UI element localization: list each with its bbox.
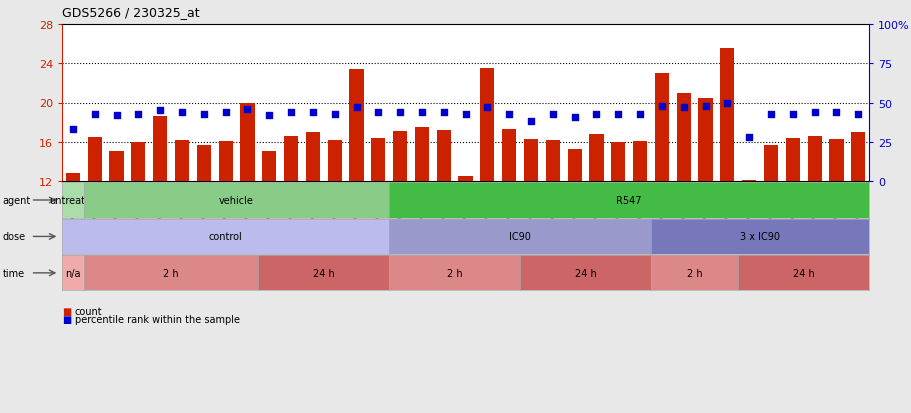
Point [523, 119, 537, 126]
Bar [436, 131, 450, 182]
Bar [109, 151, 124, 182]
Point [261, 112, 276, 119]
Text: 3 x IC90: 3 x IC90 [739, 232, 779, 242]
Text: percentile rank within the sample: percentile rank within the sample [75, 315, 240, 325]
Text: untreated: untreated [49, 195, 97, 206]
Point [415, 109, 429, 116]
Point [349, 104, 363, 111]
Bar [502, 130, 516, 182]
Text: 24 h: 24 h [312, 268, 334, 278]
Text: dose: dose [3, 232, 26, 242]
Bar [305, 133, 320, 182]
Point [741, 135, 755, 141]
Bar [828, 140, 843, 182]
Bar [720, 49, 733, 182]
Bar [197, 145, 210, 182]
Bar [654, 74, 669, 182]
Bar [219, 142, 232, 182]
Point [479, 104, 494, 111]
Bar [131, 142, 145, 182]
Bar [327, 140, 342, 182]
Point [196, 111, 210, 118]
Bar [545, 140, 559, 182]
Text: ■: ■ [62, 315, 71, 325]
Bar [785, 139, 799, 182]
Text: vehicle: vehicle [219, 195, 253, 206]
Bar [241, 103, 254, 182]
Point [589, 111, 603, 118]
Bar [742, 181, 755, 182]
Point [545, 111, 559, 118]
Point [109, 112, 124, 119]
Text: 2 h: 2 h [163, 268, 179, 278]
Point [436, 109, 451, 116]
Text: 2 h: 2 h [686, 268, 701, 278]
Bar [371, 139, 385, 182]
Bar [393, 132, 407, 182]
Bar [850, 133, 865, 182]
Bar [283, 137, 298, 182]
Point [240, 106, 254, 113]
Point [327, 111, 342, 118]
Bar [763, 145, 777, 182]
Text: 2 h: 2 h [446, 268, 462, 278]
Point [283, 109, 298, 116]
Point [806, 109, 821, 116]
Bar [349, 70, 363, 182]
Point [305, 109, 320, 116]
Bar [523, 140, 537, 182]
Point [676, 104, 691, 111]
Point [698, 103, 712, 110]
Bar [806, 137, 821, 182]
Point [763, 111, 777, 118]
Bar [87, 138, 102, 182]
Point [458, 111, 473, 118]
Bar [589, 135, 603, 182]
Text: R547: R547 [616, 195, 641, 206]
Point [632, 111, 647, 118]
Point [720, 100, 734, 107]
Text: control: control [209, 232, 242, 242]
Text: count: count [75, 306, 102, 316]
Bar [261, 151, 276, 182]
Point [218, 109, 232, 116]
Bar [153, 117, 167, 182]
Text: agent: agent [3, 195, 31, 206]
Bar [676, 93, 690, 182]
Point [501, 111, 516, 118]
Bar [458, 177, 472, 182]
Text: time: time [3, 268, 25, 278]
Point [828, 109, 843, 116]
Point [175, 109, 189, 116]
Bar [480, 69, 494, 182]
Text: n/a: n/a [65, 268, 80, 278]
Bar [415, 128, 428, 182]
Point [131, 111, 146, 118]
Bar [175, 140, 189, 182]
Bar [698, 98, 711, 182]
Point [66, 127, 80, 133]
Point [371, 109, 385, 116]
Point [567, 114, 581, 121]
Text: 24 h: 24 h [574, 268, 596, 278]
Bar [632, 142, 647, 182]
Point [87, 111, 102, 118]
Point [654, 103, 669, 110]
Bar [610, 142, 625, 182]
Bar [66, 174, 80, 182]
Text: GDS5266 / 230325_at: GDS5266 / 230325_at [62, 6, 200, 19]
Bar [567, 150, 581, 182]
Point [393, 109, 407, 116]
Point [784, 111, 799, 118]
Point [610, 111, 625, 118]
Text: ■: ■ [62, 306, 71, 316]
Text: 24 h: 24 h [792, 268, 814, 278]
Point [850, 111, 865, 118]
Point [153, 108, 168, 114]
Text: IC90: IC90 [508, 232, 530, 242]
